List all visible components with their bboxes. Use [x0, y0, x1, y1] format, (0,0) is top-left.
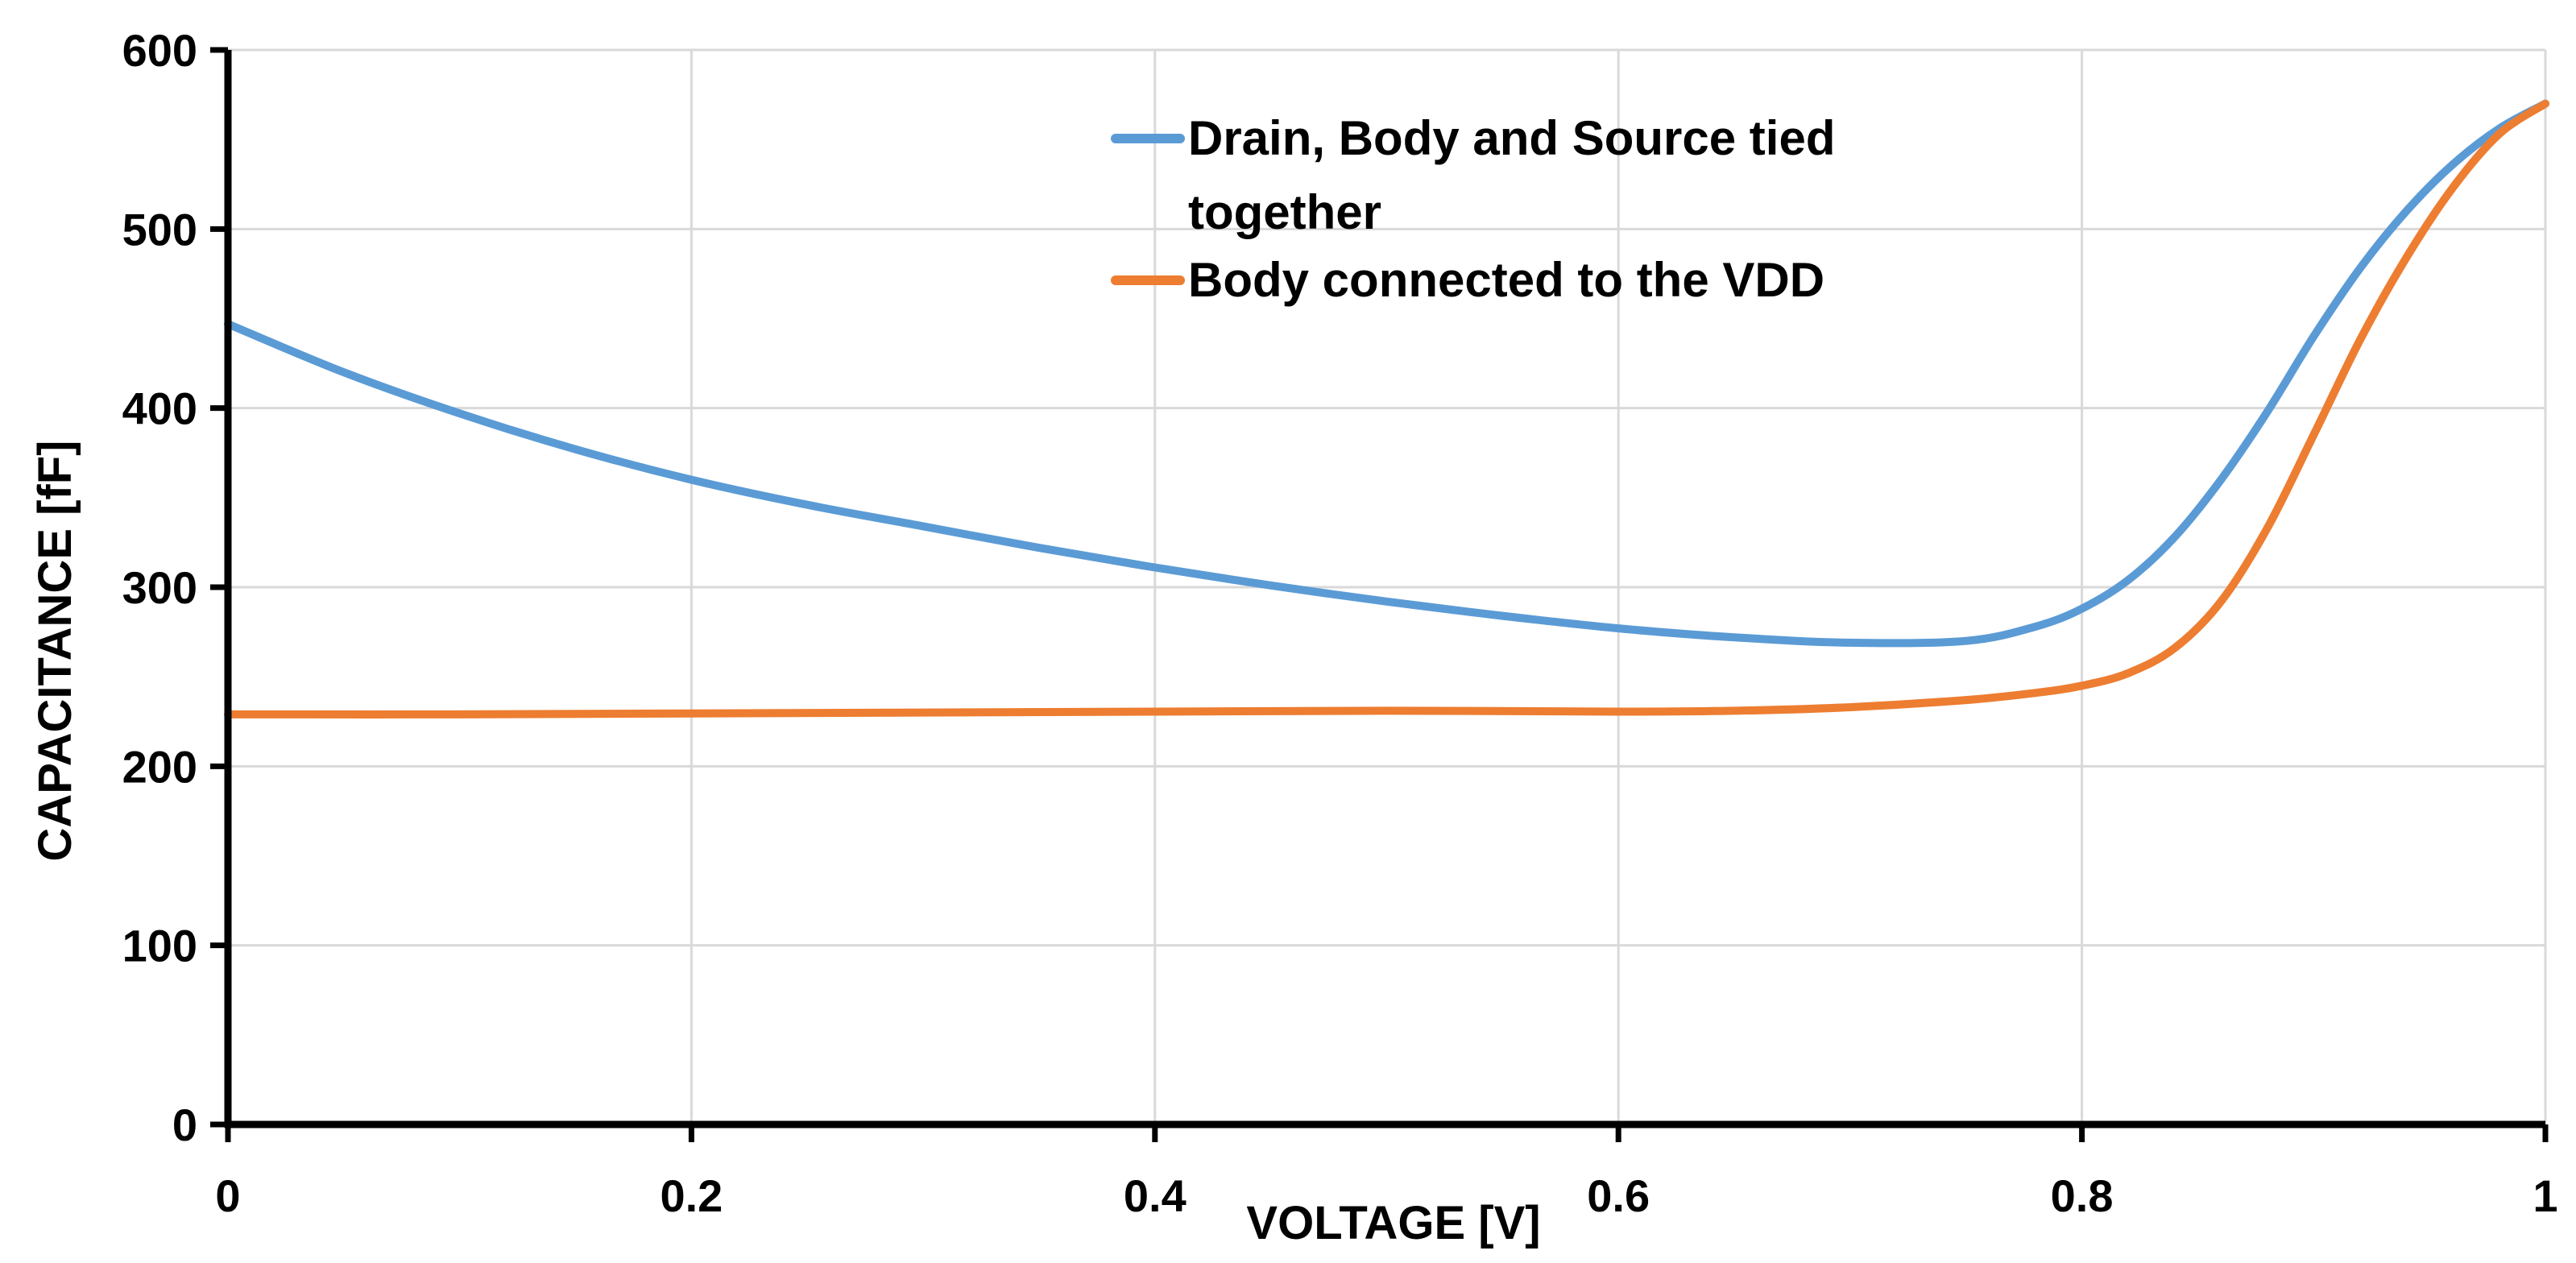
y-tick-label: 100 [122, 921, 197, 971]
x-tick-label: 0.6 [1587, 1170, 1650, 1221]
series-line-1 [224, 99, 2549, 648]
y-tick-label: 500 [122, 204, 197, 255]
axis-ticks [210, 47, 2549, 1142]
legend-label-2: Body connected to the VDD [1188, 253, 1824, 307]
x-tick-label: 0.8 [2051, 1170, 2114, 1221]
series-line-2 [224, 99, 2549, 718]
tick-labels: 0 100 200 300 400 500 600 0 0.2 0.4 0.6 0.8 1 [122, 25, 2558, 1221]
legend-label-1: together [1188, 185, 1381, 239]
x-tick-label: 1 [2533, 1170, 2557, 1221]
x-tick-label: 0.2 [660, 1170, 723, 1221]
y-tick-label: 300 [122, 562, 197, 613]
gridlines [228, 48, 2547, 1124]
x-axis-title: VOLTAGE [V] [1246, 1197, 1540, 1249]
legend: Drain, Body and Source tied together Body … [1111, 111, 1835, 307]
y-tick-label: 200 [122, 741, 197, 792]
axes [224, 50, 2545, 1128]
y-tick-label: 400 [122, 383, 197, 434]
y-tick-label: 0 [172, 1099, 197, 1150]
x-tick-label: 0 [215, 1170, 240, 1221]
y-axis-title: CAPACITANCE [fF] [29, 441, 81, 862]
legend-label-1: Drain, Body and Source tied [1188, 111, 1835, 165]
y-tick-label: 600 [122, 25, 197, 76]
series-lines [224, 99, 2549, 718]
x-tick-label: 0.4 [1124, 1170, 1187, 1221]
